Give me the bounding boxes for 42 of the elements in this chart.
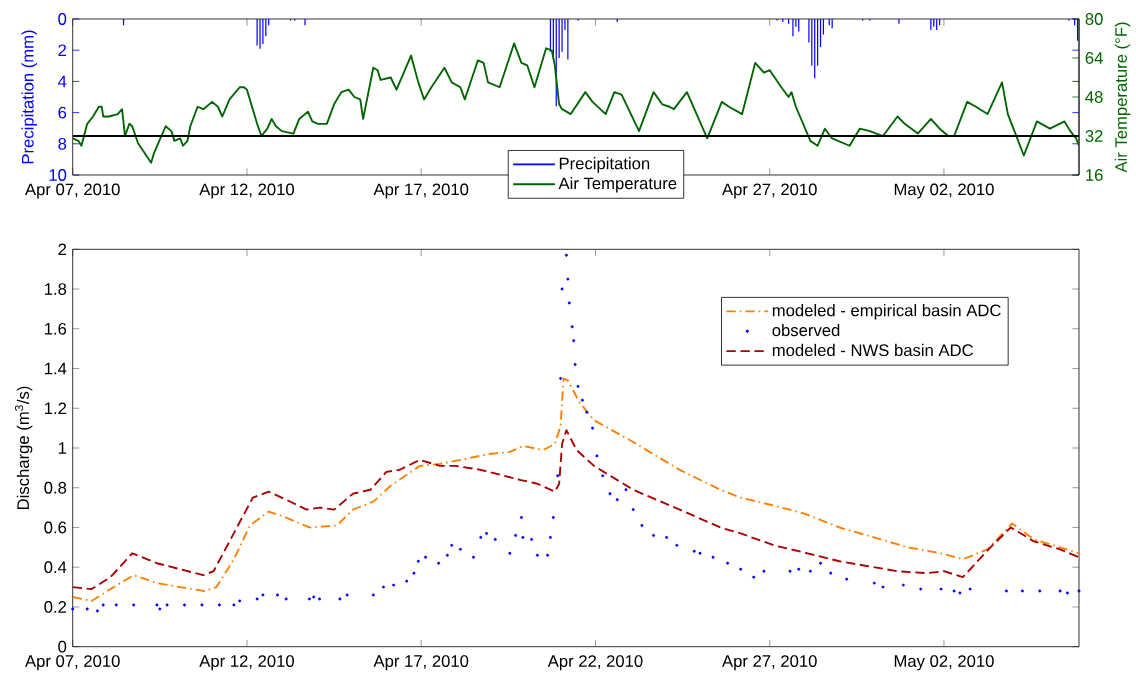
legend-label: modeled - NWS basin ADC [772, 343, 974, 357]
y-tick-label: 6 [58, 106, 67, 119]
x-tick-label: Apr 27, 2010 [722, 183, 817, 199]
y2-tick-label: 80 [1085, 13, 1103, 25]
y2-axis-title: Air Temperature (°F) [1114, 22, 1131, 173]
y2-tick-label: 16 [1086, 169, 1103, 181]
y2-tick-label: 64 [1085, 52, 1103, 64]
x-tick-label: Apr 22, 2010 [547, 655, 643, 671]
x-tick-label: Apr 17, 2010 [373, 183, 469, 199]
y-tick-label: 0.6 [44, 521, 67, 534]
x-tick-label: Apr 07, 2010 [25, 183, 120, 199]
x-tick-label: Apr 12, 2010 [199, 183, 294, 199]
y-tick-label: 0 [58, 13, 67, 25]
y2-tick-label: 48 [1085, 91, 1103, 103]
y-tick-label: 1.8 [44, 283, 67, 295]
y-tick-label: 2 [58, 44, 67, 57]
y-axis-title: Precipitation (mm) [21, 30, 37, 164]
y-tick-label: 0.4 [44, 561, 67, 574]
y-tick-label: 1.6 [44, 322, 67, 335]
legend-label: Air Temperature [558, 177, 677, 193]
y-tick-label: 1 [58, 442, 67, 454]
y-tick-label: 8 [58, 137, 67, 150]
y-tick-label: 2 [58, 243, 67, 256]
y-tick-label: 4 [57, 75, 67, 88]
y-tick-label: 1.2 [44, 402, 67, 415]
y-tick-label: 0 [58, 640, 67, 653]
legend-label: modeled - empirical basin ADC [772, 304, 1001, 320]
y-axis-title: Discharge (m$^{3}$/s) [14, 386, 33, 510]
y-tick-label: 0.8 [44, 481, 67, 494]
x-tick-label: Apr 27, 2010 [722, 655, 817, 671]
legend-label: observed [772, 323, 840, 337]
line-series [72, 377, 1080, 602]
legend-label: Precipitation [559, 157, 650, 173]
x-tick-label: Apr 17, 2010 [373, 655, 469, 671]
y-tick-label: 0.2 [44, 601, 67, 613]
y-tick-label: 10 [49, 169, 67, 181]
x-tick-label: May 02, 2010 [894, 183, 994, 199]
x-tick-label: Apr 12, 2010 [199, 655, 294, 671]
y-tick-label: 1.4 [44, 362, 67, 375]
x-tick-label: May 02, 2010 [894, 655, 994, 671]
y2-tick-label: 32 [1085, 130, 1103, 142]
x-tick-label: Apr 07, 2010 [25, 655, 120, 671]
